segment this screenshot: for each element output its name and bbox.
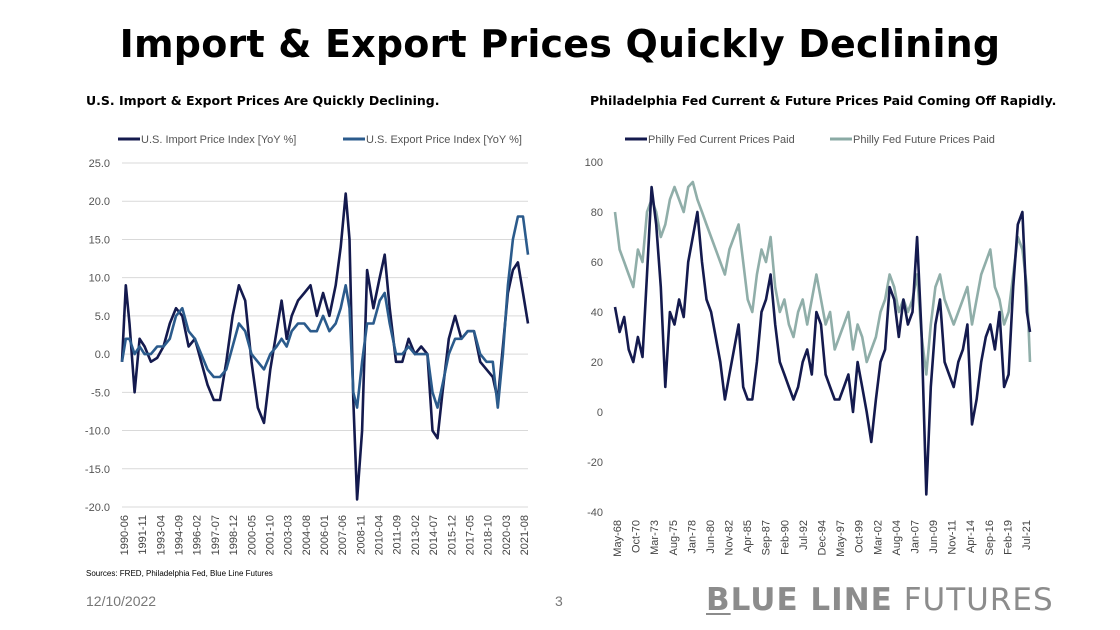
y-tick-label: 5.0 (95, 311, 110, 323)
x-tick-label: Jun-80 (705, 520, 717, 554)
y-tick-label: 25.0 (89, 158, 110, 170)
x-tick-label: 2017-05 (464, 515, 476, 555)
x-tick-label: 2006-01 (319, 515, 331, 555)
x-tick-label: Aug-04 (891, 520, 903, 555)
y-tick-label: 20 (591, 357, 603, 369)
blue-line-futures-logo: BLUE LINE FUTURES (706, 582, 1054, 618)
x-tick-label: 2010-04 (374, 515, 386, 555)
x-tick-label: Apr-85 (742, 520, 754, 553)
y-tick-label: -15.0 (85, 464, 110, 476)
logo-initial: B (706, 582, 731, 618)
series-line-primary (613, 185, 1032, 496)
x-tick-label: Feb-90 (779, 520, 791, 555)
x-tick-label: Oct-70 (631, 520, 643, 553)
y-tick-label: 20.0 (89, 196, 110, 208)
right-chart-title: Philadelphia Fed Current & Future Prices… (590, 93, 1057, 108)
x-tick-label: 2021-08 (519, 515, 531, 555)
series-line-secondary (120, 215, 530, 409)
y-tick-label: -5.0 (91, 387, 110, 399)
legend-label: Philly Fed Current Prices Paid (648, 134, 795, 146)
series-line-secondary (613, 180, 1032, 376)
x-tick-label: 1998-12 (228, 515, 240, 555)
x-tick-label: Jan-07 (909, 520, 921, 554)
x-tick-label: Sep-16 (984, 520, 996, 555)
x-tick-label: 1990-06 (119, 515, 131, 555)
x-tick-label: 2013-02 (410, 515, 422, 555)
x-tick-label: 2011-09 (392, 515, 404, 555)
x-tick-label: 2004-08 (301, 515, 313, 555)
page-number: 3 (555, 593, 563, 609)
y-tick-label: -40 (587, 507, 603, 519)
x-tick-label: Nov-11 (947, 520, 959, 555)
y-tick-label: 15.0 (89, 234, 110, 246)
x-tick-label: 2000-05 (246, 515, 258, 555)
y-tick-label: 10.0 (89, 273, 110, 285)
import-export-chart: U.S. Import Price Index [YoY %] U.S. Expo… (85, 134, 531, 555)
y-tick-label: -20.0 (85, 502, 110, 514)
x-tick-label: 1997-07 (210, 515, 222, 555)
logo-bold-text: LUE LINE (730, 582, 893, 618)
y-tick-label: -10.0 (85, 426, 110, 438)
legend-label: Philly Fed Future Prices Paid (853, 134, 995, 146)
left-chart-title: U.S. Import & Export Prices Are Quickly … (86, 93, 440, 108)
x-tick-label: 1996-02 (192, 515, 204, 555)
sources-note: Sources: FRED, Philadelphia Fed, Blue Li… (86, 569, 273, 578)
philly-fed-chart: Philly Fed Current Prices Paid Philly Fed… (585, 134, 1033, 557)
x-tick-label: 2003-03 (283, 515, 295, 555)
logo-light-text: FUTURES (903, 582, 1054, 618)
x-tick-label: Feb-19 (1002, 520, 1014, 555)
x-tick-label: Sep-87 (761, 520, 773, 555)
x-tick-label: Jun-09 (928, 520, 940, 554)
y-tick-label: 0 (597, 407, 603, 419)
x-tick-label: Mar-73 (649, 520, 661, 555)
x-tick-label: May-68 (612, 520, 624, 557)
x-tick-label: Nov-82 (724, 520, 736, 555)
x-tick-label: 2008-11 (355, 515, 367, 555)
x-tick-label: Aug-75 (668, 520, 680, 555)
slide-date: 12/10/2022 (86, 593, 157, 609)
y-tick-label: 80 (591, 207, 603, 219)
x-tick-label: 2018-10 (483, 515, 495, 555)
y-tick-label: -20 (587, 457, 603, 469)
x-tick-label: 1994-09 (174, 515, 186, 555)
legend-label: U.S. Export Price Index [YoY %] (366, 134, 522, 146)
x-tick-label: 1993-04 (155, 515, 167, 555)
x-tick-label: Dec-94 (817, 520, 829, 555)
x-tick-label: 2014-07 (428, 515, 440, 555)
x-tick-label: 1991-11 (137, 515, 149, 555)
y-tick-label: 40 (591, 307, 603, 319)
x-tick-label: Jul-21 (1021, 520, 1033, 550)
x-tick-label: Jul-92 (798, 520, 810, 550)
x-tick-label: 2015-12 (446, 515, 458, 555)
x-tick-label: Oct-99 (854, 520, 866, 553)
x-tick-label: 2007-06 (337, 515, 349, 555)
y-tick-label: 100 (585, 157, 603, 169)
x-tick-label: May-97 (835, 520, 847, 557)
x-tick-label: Mar-02 (872, 520, 884, 555)
legend-label: U.S. Import Price Index [YoY %] (141, 134, 296, 146)
page-title: Import & Export Prices Quickly Declining (119, 22, 1001, 66)
x-tick-label: Jan-78 (686, 520, 698, 554)
x-tick-label: Apr-14 (965, 520, 977, 553)
y-tick-label: 60 (591, 257, 603, 269)
x-tick-label: 2020-03 (501, 515, 513, 555)
y-tick-label: 0.0 (95, 349, 110, 361)
x-tick-label: 2001-10 (264, 515, 276, 555)
